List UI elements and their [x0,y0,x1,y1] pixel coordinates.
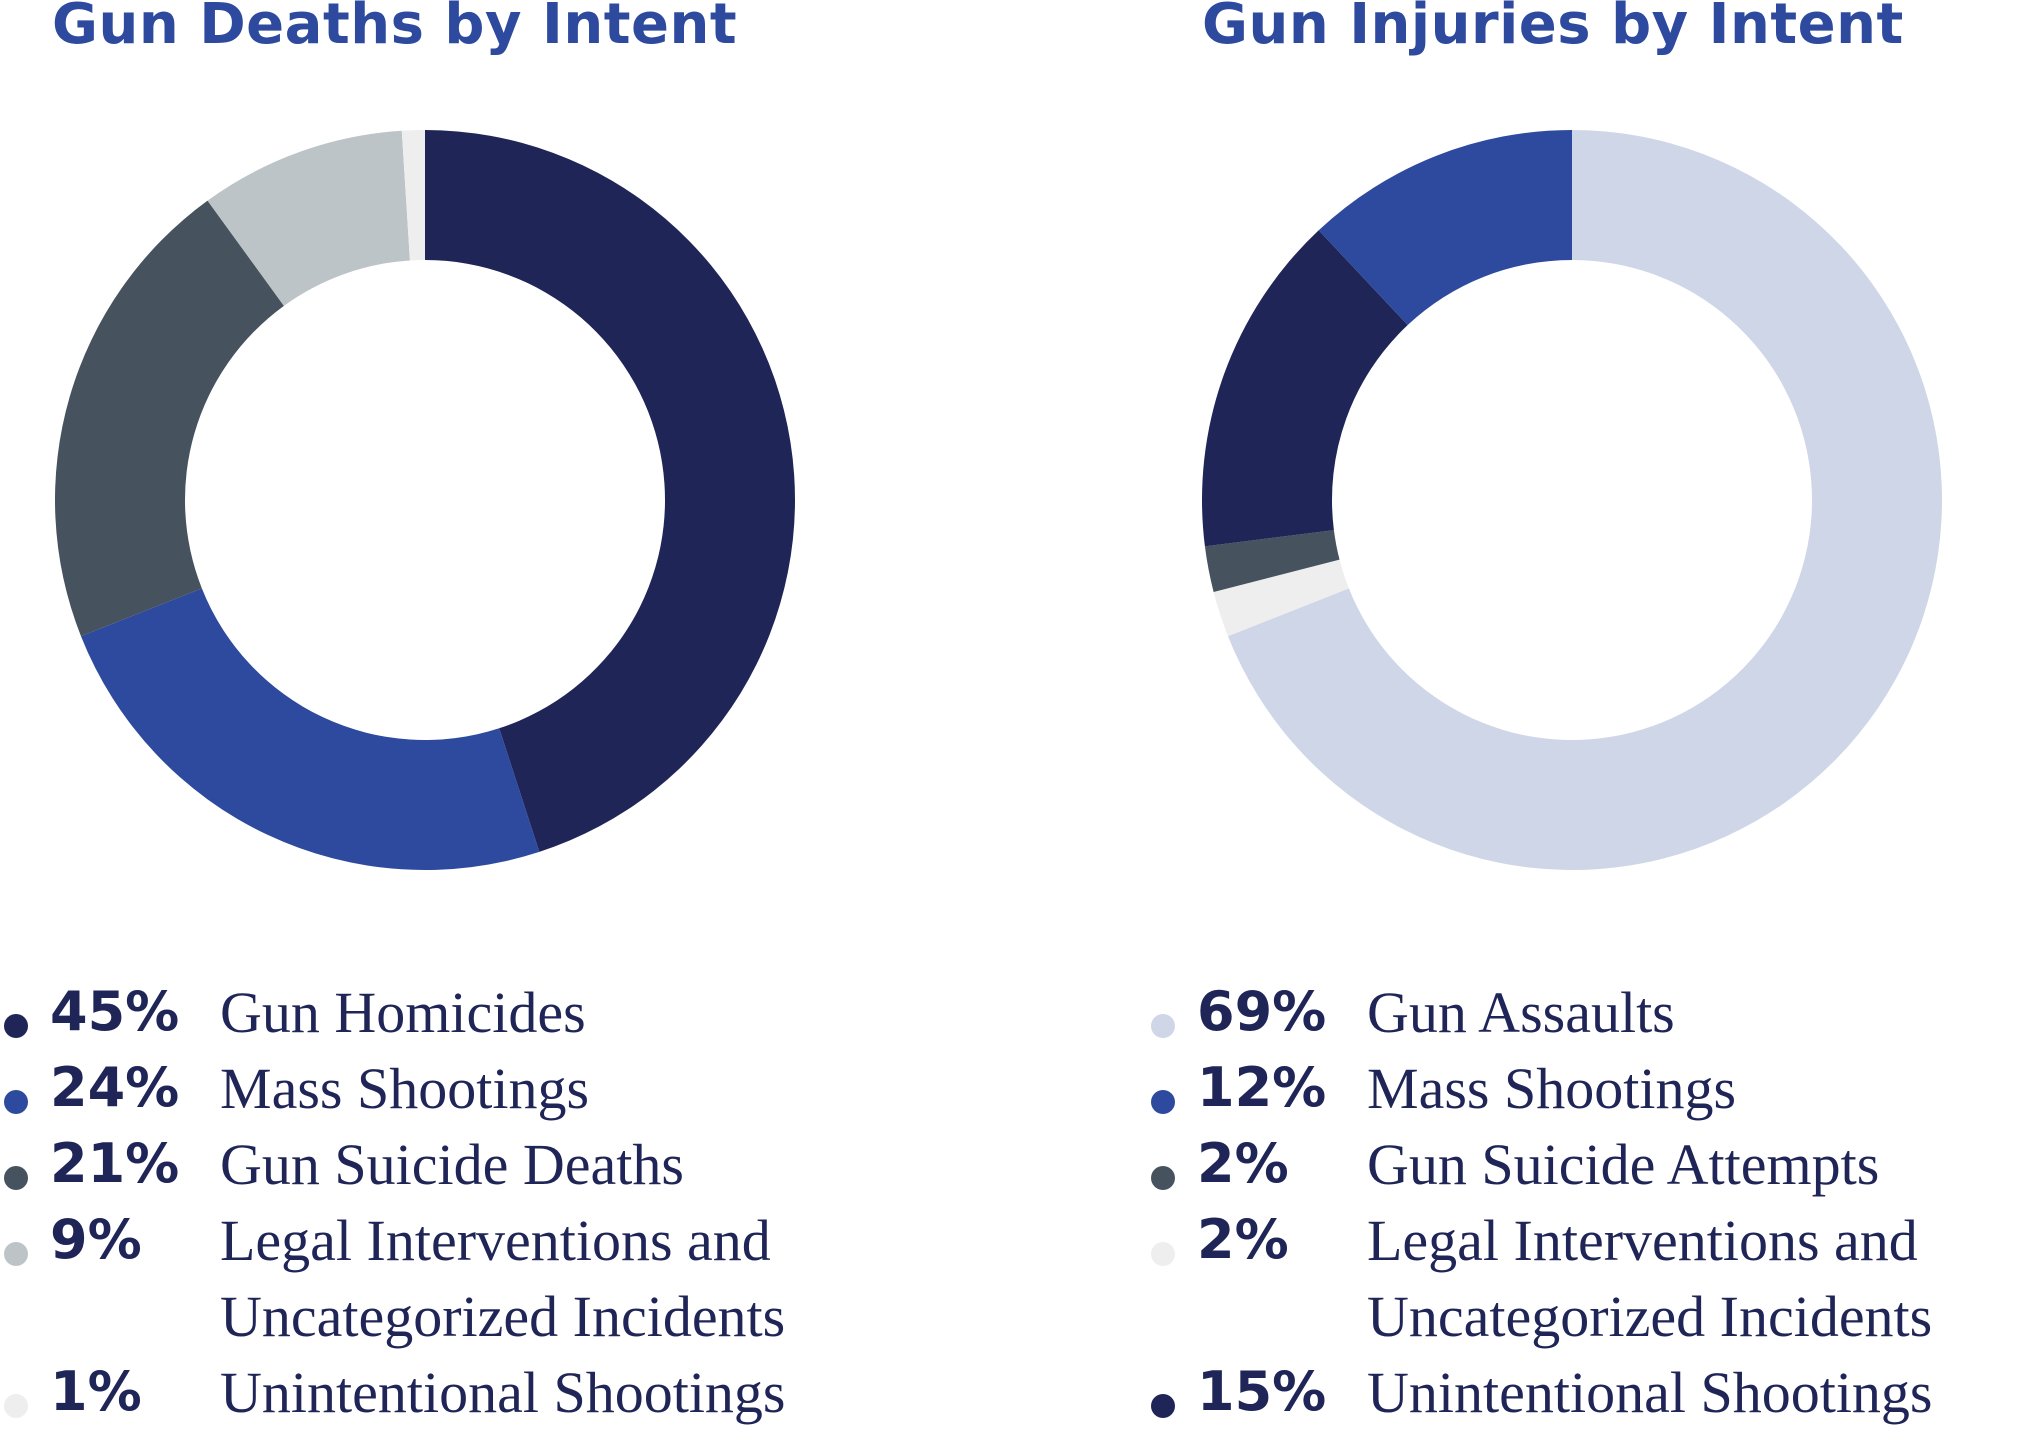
donut-slice-gun-homicides [425,130,795,852]
legend-dot-gun-suicide-attempts [1151,1166,1175,1190]
legend-item-legal-interventions: 9% Legal Interventions and Uncategorized… [0,1208,1000,1358]
donut-slice-gun-suicide-attempts [1204,530,1340,593]
legend-item-gun-suicide-deaths: 21% Gun Suicide Deaths [0,1132,1000,1212]
legend-item-unintentional-shootings: 1% Unintentional Shootings [0,1360,1000,1440]
chart-title: Gun Deaths by Intent [52,0,738,57]
legend-percent: 15% [1197,1360,1327,1423]
legend-label-line-2: Uncategorized Incidents [1367,1284,1933,1349]
legend-percent: 2% [1197,1208,1289,1271]
legend-percent: 12% [1197,1056,1327,1119]
gun-injuries-panel: Gun Injuries by Intent 69% Gun Assaults … [1147,0,2020,1426]
legend-dot-unintentional-shootings [1151,1394,1175,1418]
legend-label: Gun Assaults [1367,980,1675,1045]
donut-slice-mass-shootings [1318,130,1572,326]
donut-slice-legal-interventions-and [207,130,410,306]
legend-label-line-1: Legal Interventions and [220,1208,771,1273]
legend-item-mass-shootings: 24% Mass Shootings [0,1056,1000,1136]
legend-dot-mass-shootings [4,1090,28,1114]
legend-label: Unintentional Shootings [1367,1360,1933,1425]
gun-deaths-panel: Gun Deaths by Intent 45% Gun Homicides 2… [0,0,1000,1426]
legend-label-line-1: Legal Interventions and [1367,1208,1918,1273]
legend-percent: 2% [1197,1132,1289,1195]
legend-item-legal-interventions: 2% Legal Interventions and Uncategorized… [1147,1208,2020,1358]
legend-label: Gun Homicides [220,980,586,1045]
legend-percent: 1% [50,1360,142,1423]
legend-percent: 45% [50,980,180,1043]
legend-dot-gun-assaults [1151,1014,1175,1038]
donut-slice-unintentional-shootings [1202,230,1408,547]
legend-dot-gun-suicide-deaths [4,1166,28,1190]
legend-label: Mass Shootings [1367,1056,1737,1121]
legend-percent: 24% [50,1056,180,1119]
donut-slice-mass-shootings [80,588,540,870]
legend-dot-unintentional-shootings [4,1394,28,1418]
legend-label: Unintentional Shootings [220,1360,786,1425]
chart-title: Gun Injuries by Intent [1202,0,1904,57]
legend-dot-gun-homicides [4,1014,28,1038]
legend-label-line-2: Uncategorized Incidents [220,1284,786,1349]
legend-label: Gun Suicide Deaths [220,1132,684,1197]
legend-percent: 9% [50,1208,142,1271]
legend-percent: 69% [1197,980,1327,1043]
legend-item-gun-homicides: 45% Gun Homicides [0,980,1000,1060]
gun-deaths-donut-chart [55,130,795,870]
donut-slice-unintentional-shootings [401,130,425,261]
donut-slice-legal-interventions-and [1213,559,1349,637]
legend-item-gun-assaults: 69% Gun Assaults [1147,980,2020,1060]
legend-item-unintentional-shootings: 15% Unintentional Shootings [1147,1360,2020,1440]
donut-slice-gun-assaults [1227,130,1942,870]
legend-dot-legal-interventions [4,1242,28,1266]
gun-injuries-donut-chart [1202,130,1942,870]
donut-slice-gun-suicide-deaths [55,200,284,637]
legend-label: Gun Suicide Attempts [1367,1132,1880,1197]
legend-item-gun-suicide-attempts: 2% Gun Suicide Attempts [1147,1132,2020,1212]
legend-percent: 21% [50,1132,180,1195]
legend-item-mass-shootings: 12% Mass Shootings [1147,1056,2020,1136]
legend-label: Mass Shootings [220,1056,590,1121]
legend-dot-legal-interventions [1151,1242,1175,1266]
legend-dot-mass-shootings [1151,1090,1175,1114]
